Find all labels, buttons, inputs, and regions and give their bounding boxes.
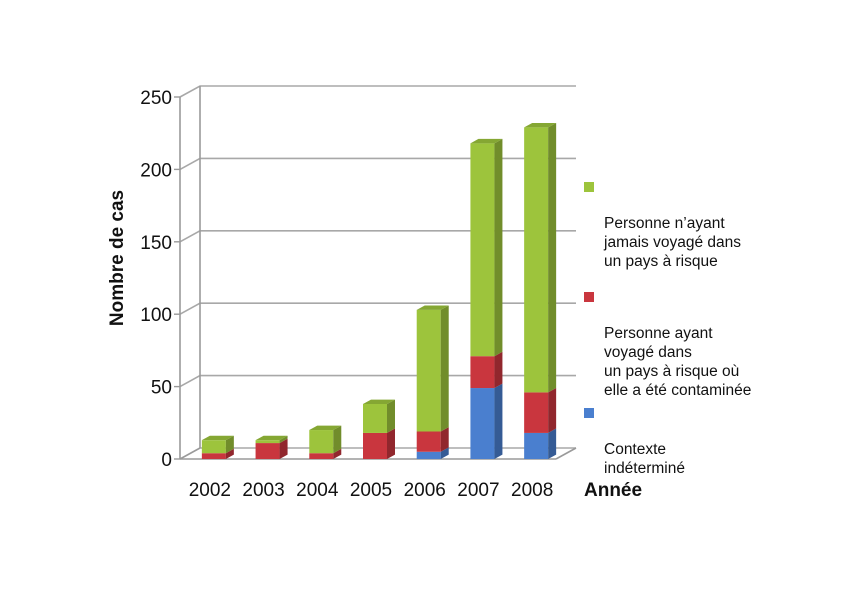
legend-label-never-traveled: Personne n’ayant jamais voyagé dans un p… (604, 215, 741, 270)
bar-2007-series-1-side (494, 351, 503, 389)
y-tick-label: 0 (161, 450, 172, 471)
legend-swatch-never-traveled (584, 182, 594, 192)
bar-2007-series-2-front (470, 143, 495, 357)
legend-item-traveled: Personne ayant voyagé dans un pays à ris… (582, 286, 751, 400)
bar-2005-series-1-front (363, 432, 387, 459)
x-tick-labels: 2002 2003 2004 2005 2006 2007 2008 (189, 480, 554, 501)
bar-2008-series-2-top (524, 123, 557, 128)
gridline (179, 85, 576, 98)
bar-2008-series-1-side (548, 387, 557, 433)
bar-2006-series-1-side (440, 427, 449, 452)
bar-2007-series-2-side (494, 138, 503, 357)
bar-2008-series-0-side (548, 428, 557, 459)
bar-2006-series-0-side (440, 447, 449, 459)
legend-item-undetermined: Contexte indéterminé (582, 402, 685, 478)
legend-item-never-traveled: Personne n’ayant jamais voyagé dans un p… (582, 176, 741, 271)
bar-2003-series-2-front (255, 440, 280, 444)
x-tick-label: 2004 (296, 480, 339, 501)
bar-2006-series-2-side (440, 305, 449, 432)
bar-2002-series-2-front (201, 440, 226, 454)
y-tick-label: 50 (151, 378, 172, 399)
x-tick-label: 2008 (511, 480, 553, 501)
bar-2006-series-2-front (416, 309, 441, 432)
bar-2003-series-1-side (279, 438, 288, 459)
bar-2004-series-1-side (333, 448, 342, 459)
bar-2004-series-2-top (309, 425, 342, 431)
bar-2005-series-2-side (387, 399, 395, 433)
x-tick-label: 2006 (404, 480, 446, 501)
legend-swatch-traveled (584, 292, 594, 302)
legend-label-traveled: Personne ayant voyagé dans un pays à ris… (604, 325, 752, 399)
y-tick-label: 150 (140, 233, 172, 254)
gridline (179, 157, 576, 171)
bar-2003-series-2-top (255, 435, 288, 441)
bar-2002-series-2-side (225, 435, 234, 454)
grid-lines (179, 85, 576, 449)
x-tick-label: 2002 (189, 480, 231, 501)
bar-2008-series-1-front (524, 392, 549, 433)
bar-2003-series-1-front (255, 443, 280, 459)
bar-2005-series-2-front (363, 403, 387, 433)
y-tick-label: 200 (140, 160, 172, 181)
bars (201, 123, 557, 459)
bar-2002-series-2-top (201, 435, 234, 441)
bar-2008-series-2-front (524, 127, 549, 393)
gridline (179, 302, 576, 315)
bar-2007-series-2-top (470, 138, 503, 144)
y-tick-labels: 0 50 100 150 200 250 (140, 88, 172, 471)
bar-2007-series-1-front (470, 356, 495, 389)
bar-2005-series-2-top (363, 399, 395, 404)
bar-2004-series-1-front (309, 453, 334, 459)
legend-swatch-undetermined (584, 408, 594, 418)
floor-side-edge (179, 447, 201, 460)
bar-2004-series-2-front (309, 430, 334, 454)
x-axis-title: Année (584, 480, 642, 501)
gridline (179, 230, 576, 243)
x-tick-label: 2005 (350, 480, 392, 501)
bar-2006-series-1-front (416, 431, 441, 452)
y-axis-title: Nombre de cas (107, 190, 128, 326)
bar-2002-series-1-front (201, 453, 226, 459)
y-tick-label: 100 (140, 305, 172, 326)
x-tick-label: 2007 (457, 480, 499, 501)
bar-2005-series-1-side (387, 428, 395, 459)
floor-right-edge (555, 447, 577, 460)
bar-2006-series-0-front (416, 451, 441, 459)
bar-2007-series-0-side (494, 383, 503, 459)
bar-2002-series-1-side (225, 448, 234, 459)
bar-2008-series-2-side (548, 123, 557, 393)
bar-2006-series-2-top (416, 305, 449, 310)
y-tick-label: 250 (140, 88, 172, 109)
x-tick-label: 2003 (242, 480, 284, 501)
gridline (179, 374, 576, 388)
legend-label-undetermined: Contexte indéterminé (604, 441, 685, 477)
bar-2008-series-0-front (524, 432, 549, 459)
bar-2007-series-0-front (470, 388, 495, 459)
bar-2004-series-2-side (333, 425, 342, 454)
bar-2003-series-2-side (279, 435, 288, 444)
